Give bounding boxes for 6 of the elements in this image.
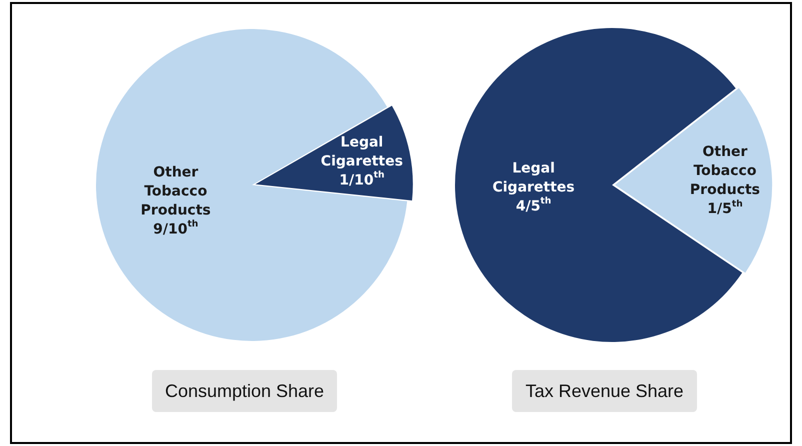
text: Consumption Share xyxy=(152,370,337,412)
slice-label: Legal Cigarettes xyxy=(492,160,575,196)
slice-label: Other Tobacco Products xyxy=(690,144,760,198)
slice-label: Other Tobacco Products xyxy=(140,164,211,218)
text: Tax Revenue Share xyxy=(512,370,697,412)
slice-label: Legal Cigarettes xyxy=(320,134,403,170)
